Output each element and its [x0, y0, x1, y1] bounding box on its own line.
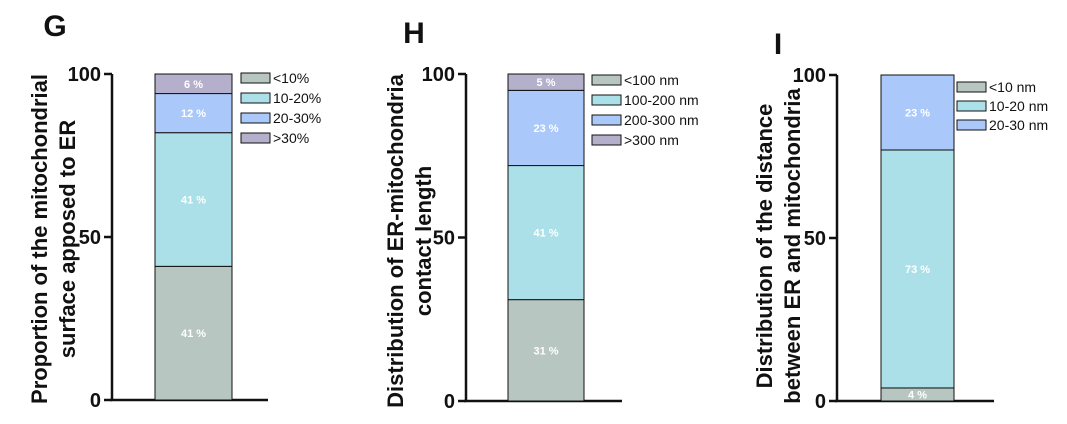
segment-label: 41 % [533, 228, 558, 240]
segment-label: 41 % [181, 195, 206, 207]
legend-label: 200-300 nm [624, 112, 699, 128]
segment-label: 5 % [537, 77, 556, 89]
panel-letter: G [43, 10, 66, 43]
legend-label: <100 nm [624, 72, 679, 88]
segment-label: 41 % [181, 328, 206, 340]
bar-segment [507, 299, 585, 402]
segment-label: 4 % [908, 389, 927, 401]
y-axis-label-line: between ER and mitochondria [780, 88, 805, 404]
legend-swatch [956, 100, 987, 112]
y-tick-label: 0 [90, 390, 101, 412]
y-tick-label: 100 [793, 65, 826, 87]
y-tick-label: 0 [815, 391, 826, 413]
legend: <100 nm 100-200 nm 200-300 nm >300 nm [591, 72, 699, 148]
legend-label: 10-20 nm [989, 98, 1048, 114]
chart-panel-i: I Distribution of the distance between ER … [752, 28, 1048, 413]
y-tick-label: 50 [804, 228, 826, 250]
y-tick-label: 100 [68, 64, 101, 86]
legend-label: <10% [273, 70, 309, 86]
y-axis-label-line: contact length [411, 166, 436, 316]
legend: <10% 10-20% 20-30% >30% [240, 70, 321, 146]
legend-swatch [591, 74, 622, 86]
bar-segment [507, 89, 585, 167]
segment-label: 31 % [533, 345, 558, 357]
legend-swatch [591, 94, 622, 106]
y-axis-label-line: surface apposed to ER [55, 120, 80, 359]
y-axis-label-line: Distribution of ER-mitochondria [383, 73, 408, 407]
y-tick-label: 50 [433, 228, 455, 250]
legend-swatch [956, 119, 987, 131]
segment-label: 6 % [184, 79, 203, 91]
legend-swatch [240, 72, 271, 84]
segment-label: 73 % [905, 264, 930, 276]
panel-letter: I [774, 28, 782, 61]
y-tick-label: 50 [79, 227, 101, 249]
y-axis-label-line: Distribution of the distance [752, 104, 777, 389]
bar-segment [154, 265, 233, 401]
legend-swatch [591, 134, 622, 146]
bar-segment [154, 132, 233, 267]
legend: <10 nm 10-20 nm 20-30 nm [956, 79, 1048, 133]
bar-segment [154, 73, 233, 95]
segment-label: 23 % [533, 123, 558, 135]
legend-label: 10-20% [273, 90, 321, 106]
segment-label: 23 % [905, 107, 930, 119]
legend-swatch [240, 92, 271, 104]
chart-panel-h: H Distribution of ER-mitochondria contact … [383, 17, 699, 413]
segment-label: 12 % [181, 108, 206, 120]
legend-swatch [956, 81, 987, 93]
legend-swatch [591, 114, 622, 126]
panel-letter: H [403, 17, 425, 50]
bar-segment [507, 165, 585, 301]
bar-segment [880, 74, 955, 151]
legend-label: <10 nm [989, 79, 1036, 95]
bar-segment [507, 73, 585, 91]
legend-label: 100-200 nm [624, 92, 699, 108]
y-tick-label: 100 [422, 64, 455, 86]
legend-label: 20-30 nm [989, 117, 1048, 133]
y-tick-label: 0 [444, 391, 455, 413]
legend-swatch [240, 112, 271, 124]
bar-segment [880, 149, 955, 389]
y-axis-label-line: Proportion of the mitochondrial [27, 74, 52, 404]
chart-panel-g: G Proportion of the mitochondrial surface … [27, 10, 321, 412]
legend-label: >30% [273, 130, 309, 146]
legend-swatch [240, 132, 271, 144]
legend-label: >300 nm [624, 132, 679, 148]
legend-label: 20-30% [273, 110, 321, 126]
